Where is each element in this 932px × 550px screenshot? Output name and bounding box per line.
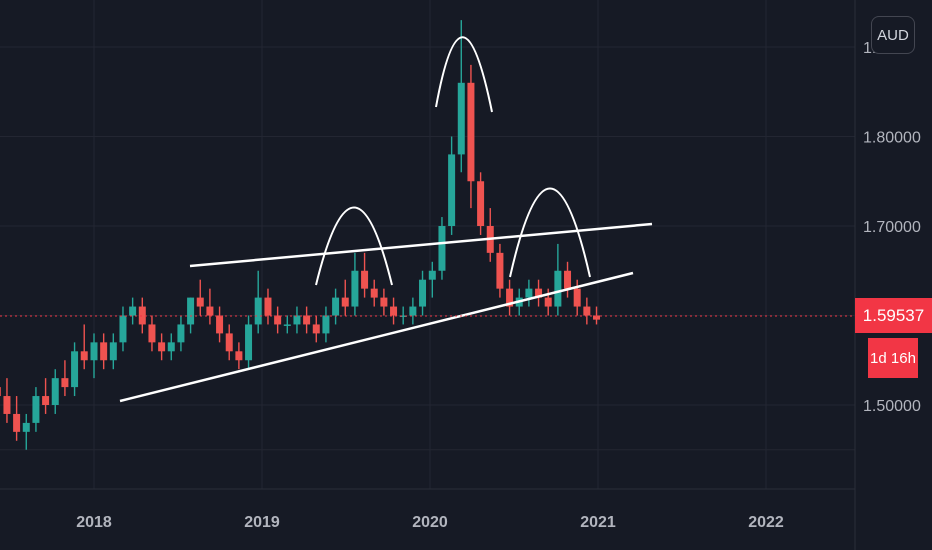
last-price-label: 1.59537 xyxy=(855,298,932,333)
candle xyxy=(467,64,475,209)
candle xyxy=(245,315,253,370)
candle xyxy=(196,279,204,316)
candle xyxy=(535,279,543,307)
bar-countdown-label: 1d 16h xyxy=(868,338,918,378)
candle xyxy=(206,288,214,325)
candle xyxy=(13,396,21,441)
candle xyxy=(428,261,436,298)
candle xyxy=(90,333,98,379)
candle xyxy=(71,342,79,397)
candle xyxy=(390,297,398,325)
candle xyxy=(129,297,137,325)
candle xyxy=(22,413,30,450)
candle xyxy=(51,369,59,414)
candle xyxy=(225,324,233,361)
currency-button[interactable]: AUD xyxy=(871,16,915,54)
candle xyxy=(158,333,166,361)
candle xyxy=(564,261,572,298)
candle xyxy=(525,279,533,307)
resistance-trendline xyxy=(189,222,653,268)
candle xyxy=(138,297,146,334)
candle xyxy=(264,288,272,325)
candle xyxy=(361,252,369,298)
candle xyxy=(419,270,427,316)
head-arc xyxy=(435,36,493,113)
candle xyxy=(399,306,407,325)
candle xyxy=(216,306,224,343)
y-tick-label: 1.50000 xyxy=(863,398,921,415)
candle xyxy=(554,243,562,316)
candle xyxy=(448,136,456,235)
candle xyxy=(167,333,175,361)
y-tick-label: 1.70000 xyxy=(863,219,921,236)
candle xyxy=(119,306,127,352)
x-tick-label: 2020 xyxy=(412,514,448,531)
candle xyxy=(235,342,243,370)
candle xyxy=(32,387,40,432)
x-tick-label: 2019 xyxy=(244,514,280,531)
candle xyxy=(322,306,330,343)
candle xyxy=(254,270,262,334)
support-trendline xyxy=(119,271,634,403)
candle xyxy=(583,297,591,325)
candles xyxy=(0,20,601,450)
x-tick-label: 2022 xyxy=(748,514,784,531)
candle xyxy=(61,360,69,397)
candle xyxy=(100,333,108,370)
candle xyxy=(370,279,378,307)
left-shoulder-arc xyxy=(315,206,393,286)
candle xyxy=(42,378,50,414)
candle xyxy=(303,306,311,334)
candle xyxy=(80,324,88,370)
candle xyxy=(409,297,417,325)
candle xyxy=(341,279,349,316)
candle xyxy=(177,315,185,352)
candle xyxy=(283,315,291,334)
candle xyxy=(438,217,446,280)
x-tick-label: 2018 xyxy=(76,514,112,531)
right-shoulder-arc xyxy=(509,187,591,278)
candle xyxy=(351,252,359,316)
candle xyxy=(380,288,388,316)
candle xyxy=(148,315,156,352)
candle xyxy=(0,387,1,397)
drawings xyxy=(119,36,653,403)
x-tick-label: 2021 xyxy=(580,514,616,531)
candle xyxy=(274,306,282,334)
candle xyxy=(109,333,117,370)
x-axis: 2018 2019 2020 2021 2022 xyxy=(76,514,784,531)
candle xyxy=(312,315,320,343)
candle xyxy=(457,20,465,173)
candle xyxy=(332,288,340,325)
candle xyxy=(477,172,485,235)
candle xyxy=(496,243,504,298)
candle xyxy=(3,378,11,423)
y-tick-label: 1.80000 xyxy=(863,130,921,147)
candle xyxy=(506,279,514,316)
candle xyxy=(293,306,301,334)
